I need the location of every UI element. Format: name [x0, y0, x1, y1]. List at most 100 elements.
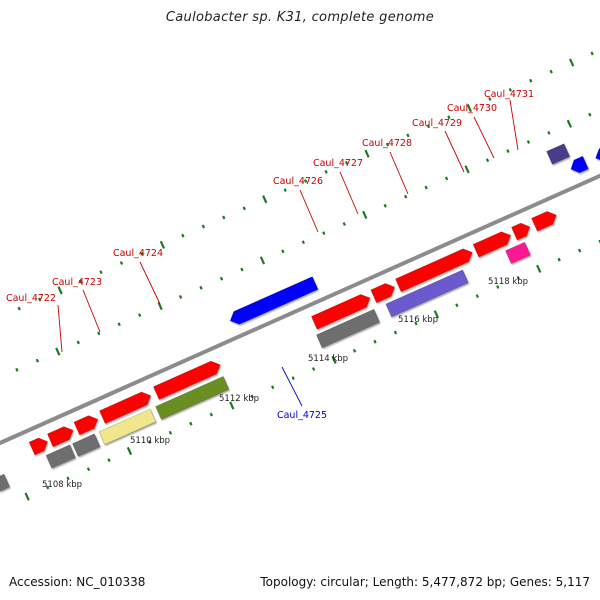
- tick-mark: [66, 476, 70, 481]
- tick-mark: [393, 330, 398, 335]
- tick-mark: [117, 322, 121, 327]
- gene-feature: [28, 437, 48, 456]
- gene-feature: [546, 143, 571, 165]
- tick-mark: [352, 348, 357, 353]
- tick-mark: [311, 367, 316, 371]
- tick-mark: [344, 160, 349, 165]
- tick-mark: [119, 261, 124, 265]
- tick-mark: [447, 115, 451, 120]
- tick-mark: [549, 69, 553, 74]
- gene-feature: [531, 211, 557, 232]
- tick-mark: [17, 306, 21, 311]
- map-labels: 5108 kbp 5110 kbp 5112 kbp 5114 kbp 5116 kbp…: [6, 89, 534, 490]
- tick-mark: [547, 130, 551, 135]
- tick-mark: [373, 339, 377, 344]
- tick-mark: [414, 321, 418, 326]
- gene-label: Caul_4725: [277, 410, 327, 421]
- tick-mark: [303, 179, 308, 183]
- tick-mark: [242, 206, 246, 211]
- tick-mark: [97, 331, 101, 336]
- backbone-line: [0, 173, 600, 446]
- leader-line: [509, 99, 519, 151]
- gene-label: Caul_4724: [113, 248, 163, 259]
- tick-mark: [201, 224, 205, 229]
- kbp-label: 5108 kbp: [42, 480, 82, 490]
- tick-mark: [566, 119, 572, 128]
- gene-feature: [155, 376, 230, 420]
- tick-mark: [271, 385, 275, 390]
- tick-mark: [240, 267, 244, 272]
- tick-mark: [250, 394, 254, 399]
- gene-label: Caul_4729: [412, 118, 462, 129]
- tick-mark: [259, 256, 266, 265]
- tick-marks: [15, 51, 600, 501]
- gene-label: Caul_4726: [273, 176, 323, 187]
- gene-feature: [98, 408, 157, 445]
- tick-mark: [433, 310, 440, 319]
- tick-mark: [324, 169, 328, 174]
- tick-mark: [209, 412, 213, 417]
- label-leaders: [57, 99, 519, 407]
- tick-mark: [107, 458, 111, 463]
- tick-mark: [57, 286, 63, 295]
- kbp-label: 5116 kbp: [398, 315, 438, 325]
- tick-mark: [404, 194, 408, 199]
- leader-line: [473, 116, 495, 159]
- gene-feature: [370, 283, 395, 304]
- gene-feature: [72, 433, 101, 457]
- tick-mark: [148, 440, 152, 444]
- gene-feature: [0, 473, 11, 492]
- tick-mark: [219, 276, 224, 281]
- tick-mark: [291, 376, 295, 381]
- tick-mark: [301, 240, 306, 245]
- gene-feature: [595, 148, 600, 161]
- gene-feature: [570, 155, 589, 174]
- leader-line: [57, 304, 63, 353]
- gene-feature: [385, 269, 469, 318]
- gene-feature: [395, 248, 473, 293]
- tick-mark: [45, 485, 50, 490]
- genome-backbone: [0, 173, 600, 446]
- tick-mark: [426, 124, 431, 129]
- tick-mark: [229, 401, 235, 410]
- leader-line: [339, 171, 359, 215]
- tick-mark: [157, 301, 163, 311]
- gene-feature: [311, 294, 371, 330]
- tick-mark: [475, 294, 479, 299]
- gene-label: Caul_4727: [313, 158, 363, 169]
- gene-label: Caul_4723: [52, 277, 102, 288]
- tick-mark: [281, 249, 285, 254]
- kbp-label: 5112 kbp: [219, 394, 259, 404]
- tick-mark: [78, 279, 83, 284]
- tick-mark: [262, 195, 268, 204]
- tick-mark: [15, 367, 19, 372]
- tick-mark: [424, 185, 428, 190]
- tick-mark: [385, 142, 390, 147]
- kbp-label: 5114 kbp: [308, 354, 348, 364]
- gene-feature: [99, 391, 152, 424]
- tick-mark: [464, 165, 470, 174]
- map-title: Caulobacter sp. K31, complete genome: [165, 10, 435, 25]
- tick-mark: [529, 78, 533, 83]
- genome-summary: Topology: circular; Length: 5,477,872 bp…: [260, 575, 590, 589]
- kbp-label: 5118 kbp: [488, 277, 528, 287]
- tick-mark: [76, 340, 80, 345]
- gene-features: [0, 143, 600, 492]
- tick-mark: [569, 58, 575, 67]
- tick-mark: [590, 51, 594, 56]
- gene-feature: [229, 276, 319, 325]
- gene-feature: [472, 231, 512, 258]
- gene-feature: [73, 415, 99, 436]
- tick-mark: [168, 430, 173, 435]
- tick-mark: [178, 294, 183, 299]
- tick-mark: [364, 149, 370, 158]
- tick-mark: [138, 313, 142, 318]
- tick-mark: [37, 297, 42, 302]
- gene-feature: [47, 426, 74, 448]
- tick-mark: [55, 347, 61, 356]
- gene-feature: [511, 222, 531, 241]
- tick-mark: [222, 215, 226, 220]
- tick-mark: [488, 97, 492, 101]
- tick-mark: [383, 203, 387, 208]
